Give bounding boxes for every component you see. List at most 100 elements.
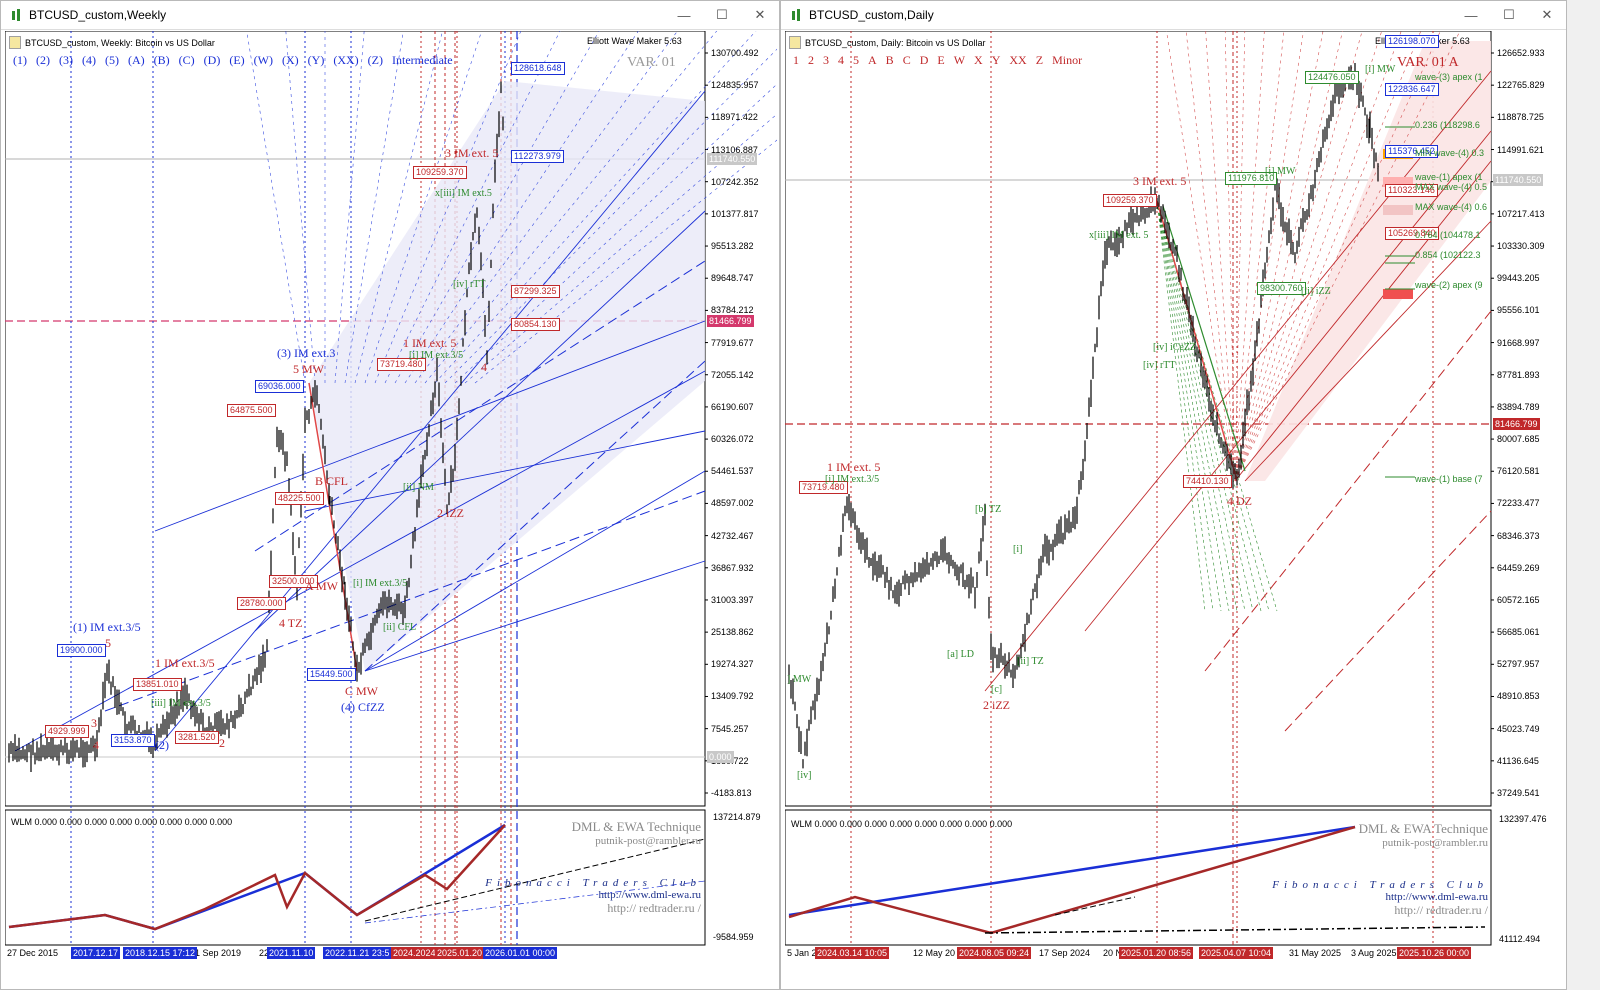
price-tick-label: 118878.725 — [1497, 112, 1544, 123]
wave-label: [iv] rTT — [453, 279, 486, 290]
wave-degree-button[interactable]: X — [974, 53, 983, 67]
wave-degree-button[interactable]: (Z) — [367, 53, 383, 67]
wave-degree-button[interactable]: Minor — [1052, 53, 1083, 67]
maximize-icon[interactable]: ☐ — [716, 7, 728, 22]
minimize-icon[interactable]: — — [677, 7, 691, 23]
right-chart-area[interactable]: BTCUSD_custom, Daily: Bitcoin vs US Doll… — [785, 31, 1562, 985]
wave-degree-button[interactable]: (A) — [128, 53, 145, 67]
left-indicator-min: -9584.959 — [713, 932, 754, 942]
price-tick-label: 64459.269 — [1497, 562, 1540, 573]
time-tag: 2024.03.14 10:05 — [815, 947, 890, 959]
price-candles — [788, 62, 1379, 769]
wave-degree-button[interactable]: (X) — [282, 53, 299, 67]
right-titlebar[interactable]: BTCUSD_custom,Daily — ☐ ✕ — [781, 1, 1566, 30]
time-label: 22 — [259, 948, 270, 958]
wave-degree-button[interactable]: (Y) — [307, 53, 325, 67]
right-window-title: BTCUSD_custom,Daily — [809, 8, 934, 22]
right-price-chart[interactable] — [785, 31, 1564, 987]
wlm-red-line — [788, 825, 1356, 935]
indicator-plot-frame — [5, 809, 706, 946]
price-tick-label: 72233.477 — [1497, 498, 1540, 509]
channel-dashed-line — [1204, 310, 1492, 672]
wave-degree-button[interactable]: 4 — [838, 53, 844, 67]
wave-degree-button[interactable]: (XX) — [333, 53, 359, 67]
wave-degree-button[interactable]: Intermediate — [392, 53, 453, 67]
wave-label: [i] — [1013, 544, 1023, 555]
price-tick-label: 114991.621 — [1497, 144, 1544, 155]
wave-degree-button[interactable]: A — [868, 53, 877, 67]
wave-degree-button[interactable]: (4) — [82, 53, 96, 67]
fib-fan-line — [1156, 200, 1246, 612]
wave-label: 2 — [219, 736, 225, 750]
price-box: 126198.070 — [1385, 35, 1439, 48]
minimize-icon[interactable]: — — [1464, 7, 1478, 23]
wlm-red-line — [8, 824, 506, 931]
fib-fan-line — [454, 83, 777, 384]
wave-degree-button[interactable]: (E) — [229, 53, 245, 67]
wave-label: 4 — [481, 360, 487, 374]
close-icon[interactable]: ✕ — [754, 7, 766, 22]
left-titlebar[interactable]: BTCUSD_custom,Weekly — ☐ ✕ — [1, 1, 779, 30]
wave-degree-button[interactable]: 1 — [793, 53, 799, 67]
wave-degree-button[interactable]: C — [902, 53, 911, 67]
credits-site2[interactable]: http:// redtrader.ru / — [1394, 903, 1488, 917]
fib-fan-line — [384, 31, 561, 384]
wave-label: [i] MW — [1365, 64, 1396, 75]
price-box: 73719.480 — [377, 358, 426, 371]
credits-site[interactable]: http://www.dml-ewa.ru — [598, 889, 701, 901]
price-tick-label: 54461.537 — [711, 466, 754, 477]
wave-degree-button[interactable]: (C) — [178, 53, 195, 67]
price-tick-label: 60326.072 — [711, 434, 754, 445]
wave-degree-button[interactable]: Y — [991, 53, 1001, 67]
price-tick-label: 66190.607 — [711, 401, 754, 412]
wave-degree-button[interactable]: (2) — [36, 53, 50, 67]
wave-degree-button[interactable]: (B) — [153, 53, 170, 67]
price-tick-label: 37249.541 — [1497, 788, 1540, 798]
fib-fan-line — [285, 31, 316, 384]
fib-zone-bar — [1383, 177, 1413, 187]
fib-label: wave-(1) base (7 — [1415, 475, 1483, 484]
wlm-dashdot-line — [984, 926, 1486, 934]
wave-degree-button[interactable]: D — [919, 53, 929, 67]
wave-degree-button[interactable]: 3 — [823, 53, 829, 67]
fib-fan-line — [424, 31, 718, 384]
wave-degree-button[interactable]: (5) — [105, 53, 119, 67]
right-time-axis: 5 Jan 2 12 May 20 17 Sep 2024 20 No 31 May 2… — [785, 947, 1491, 961]
price-tick-label: 83894.789 — [1497, 401, 1540, 412]
price-tick-label: 80007.685 — [1497, 434, 1540, 445]
fib-fan-line — [1234, 31, 1343, 482]
fib-label: wave-(1) apex (1 — [1415, 173, 1483, 182]
wave-degree-button[interactable]: 2 — [808, 53, 814, 67]
wave-degree-button[interactable]: (D) — [203, 53, 221, 67]
left-chart-area[interactable]: BTCUSD_custom, Weekly: Bitcoin vs US Dol… — [5, 31, 777, 985]
credits-site[interactable]: http://www.dml-ewa.ru — [1385, 891, 1488, 903]
close-icon[interactable]: ✕ — [1541, 7, 1553, 22]
wave-degree-button[interactable]: (1) — [13, 53, 27, 67]
fib-fan-line — [1166, 31, 1236, 482]
wave-degree-button[interactable]: E — [937, 53, 945, 67]
wave-label: [i] MW — [1265, 166, 1296, 177]
wave-degree-button[interactable]: (W) — [253, 53, 273, 67]
price-box: 28780.000 — [237, 597, 286, 610]
price-box: 48225.500 — [275, 492, 324, 505]
wave-degree-button[interactable]: Z — [1035, 53, 1044, 67]
credits-site2[interactable]: http:// redtrader.ru / — [607, 901, 701, 915]
wave-label: [ii] CFL — [383, 622, 417, 633]
fib-label: 0.854 (102122.3 — [1415, 251, 1481, 260]
left-window-title: BTCUSD_custom,Weekly — [29, 8, 167, 22]
chart-app-icon — [12, 9, 20, 21]
wave-degree-button[interactable]: B — [885, 53, 894, 67]
time-label: 17 Sep 2024 — [1039, 948, 1091, 958]
channel-line — [1234, 160, 1492, 482]
wave-degree-button[interactable]: W — [953, 53, 966, 67]
maximize-icon[interactable]: ☐ — [1503, 7, 1515, 22]
right-wave-degree-buttons: 1 2 3 4 5 A B C D E W X Y XX Z Minor — [793, 53, 1091, 68]
wave-degree-button[interactable]: 5 — [853, 53, 859, 67]
fib-fan-line — [364, 31, 483, 384]
price-tick-label: 7545.257 — [711, 723, 749, 734]
right-price-axis: 126652.933 122765.829 118878.725 114991.621… — [1493, 31, 1553, 806]
wave-degree-button[interactable]: XX — [1009, 53, 1027, 67]
wave-degree-button[interactable]: (3) — [59, 53, 73, 67]
price-box: 19900.000 — [57, 644, 106, 657]
price-box: 15449.500 — [307, 668, 356, 681]
